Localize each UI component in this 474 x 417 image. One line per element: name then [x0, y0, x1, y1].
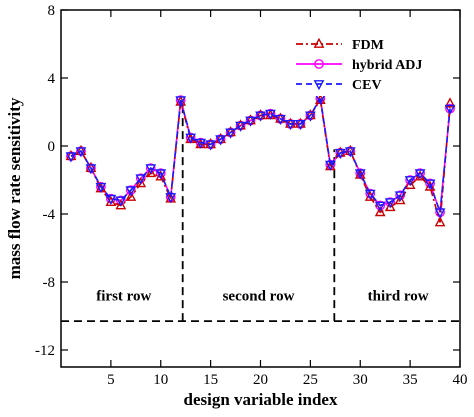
data-point	[384, 200, 396, 212]
series-line	[70, 150, 172, 202]
y-tick-label: 0	[48, 139, 56, 155]
x-tick-label: 10	[153, 372, 168, 388]
data-point	[85, 164, 97, 175]
data-point	[145, 166, 157, 178]
data-point	[305, 109, 316, 120]
data-point	[305, 111, 316, 122]
y-tick-label: 4	[48, 71, 56, 87]
data-point	[275, 114, 286, 126]
data-point	[354, 169, 366, 180]
x-tick-label: 40	[453, 372, 468, 388]
data-point	[105, 194, 117, 206]
data-point	[75, 147, 87, 158]
data-point	[255, 111, 266, 122]
data-point	[384, 198, 396, 209]
data-point	[394, 194, 406, 205]
data-point	[245, 116, 256, 127]
y-tick-label: 8	[48, 3, 56, 19]
data-point	[285, 119, 296, 131]
series-line	[439, 103, 451, 223]
legend-marker	[313, 80, 325, 91]
data-point	[75, 144, 87, 156]
data-point	[115, 196, 127, 207]
row-label: second row	[223, 289, 295, 305]
data-point	[374, 201, 386, 212]
data-point	[235, 119, 246, 130]
data-point	[424, 179, 436, 190]
data-point	[275, 112, 286, 123]
data-point	[424, 180, 436, 191]
x-tick-label: 5	[107, 372, 115, 388]
data-point	[165, 193, 177, 204]
row-label: first row	[96, 289, 151, 305]
data-point	[185, 133, 197, 144]
data-point	[155, 170, 167, 181]
series-line	[439, 108, 451, 213]
data-point	[155, 169, 167, 180]
x-tick-label: 15	[203, 372, 218, 388]
data-point	[225, 126, 236, 137]
data-point	[344, 147, 356, 158]
data-point	[65, 152, 77, 163]
y-axis-label: mass flow rate sensitivity	[5, 97, 24, 279]
data-point	[235, 121, 246, 132]
data-point	[374, 205, 386, 217]
y-tick-label: -8	[43, 275, 56, 291]
x-tick-label: 20	[253, 372, 268, 388]
data-point	[444, 97, 456, 108]
data-point	[85, 161, 97, 173]
data-point	[364, 189, 376, 200]
data-point	[414, 170, 426, 181]
legend-marker	[313, 37, 325, 48]
x-tick-label: 30	[353, 372, 368, 388]
data-point	[205, 140, 216, 151]
data-point	[344, 144, 356, 156]
data-point	[195, 138, 207, 149]
legend-label: CEV	[352, 78, 382, 93]
data-point	[105, 195, 117, 207]
data-point	[265, 109, 276, 121]
data-point	[434, 208, 446, 219]
data-point	[444, 104, 456, 115]
data-point	[135, 174, 147, 185]
data-point	[414, 169, 426, 180]
data-point	[295, 119, 306, 131]
data-point	[404, 178, 416, 190]
legend-label: hybrid ADJ	[352, 58, 422, 73]
x-tick-label: 25	[303, 372, 318, 388]
legend-label: FDM	[352, 38, 384, 53]
data-point	[95, 182, 107, 194]
row-label: third row	[368, 289, 429, 305]
data-point	[404, 176, 416, 187]
data-point	[394, 191, 406, 202]
data-point	[324, 160, 336, 172]
series-line	[340, 150, 441, 213]
data-point	[175, 96, 187, 107]
data-point	[125, 186, 137, 197]
data-point	[225, 128, 236, 139]
series-line	[179, 99, 192, 138]
series-line	[190, 99, 322, 146]
data-point	[334, 148, 346, 160]
data-point	[115, 199, 127, 210]
y-tick-label: -12	[35, 343, 55, 359]
series-line	[169, 100, 182, 198]
data-point	[145, 164, 157, 175]
data-point	[215, 135, 226, 146]
legend-marker	[314, 59, 324, 69]
data-point	[135, 177, 147, 188]
x-tick-label: 35	[403, 372, 418, 388]
x-axis-label: design variable index	[184, 390, 338, 409]
series-line	[190, 97, 322, 146]
data-point	[434, 216, 446, 227]
y-tick-label: -4	[43, 207, 56, 223]
data-point	[125, 190, 137, 201]
series-line	[319, 98, 332, 165]
